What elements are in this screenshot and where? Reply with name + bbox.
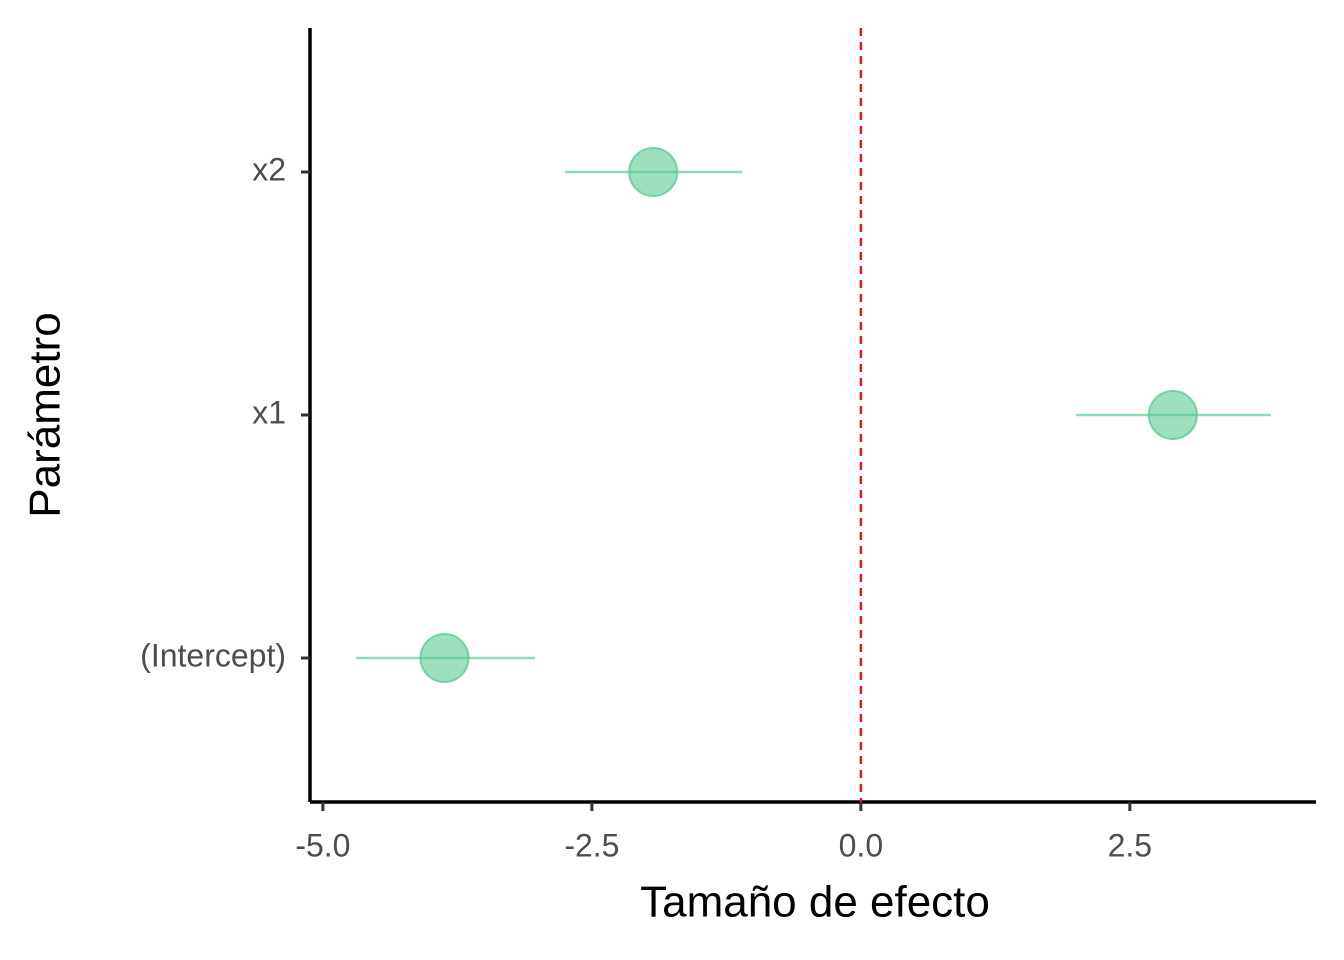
y-tick-label: x2 [252,151,286,187]
point [419,633,470,683]
x-tick-label: -2.5 [564,827,619,863]
y-tick-label: (Intercept) [140,637,286,673]
y-tick-label: x1 [252,394,286,430]
x-tick-label: 2.5 [1108,827,1152,863]
x-tick-label: -5.0 [295,827,350,863]
y-axis-title: Parámetro [21,312,70,517]
point [628,147,679,197]
point [1147,390,1198,440]
x-axis-title: Tamaño de efecto [640,878,990,927]
x-tick-label: 0.0 [839,827,883,863]
